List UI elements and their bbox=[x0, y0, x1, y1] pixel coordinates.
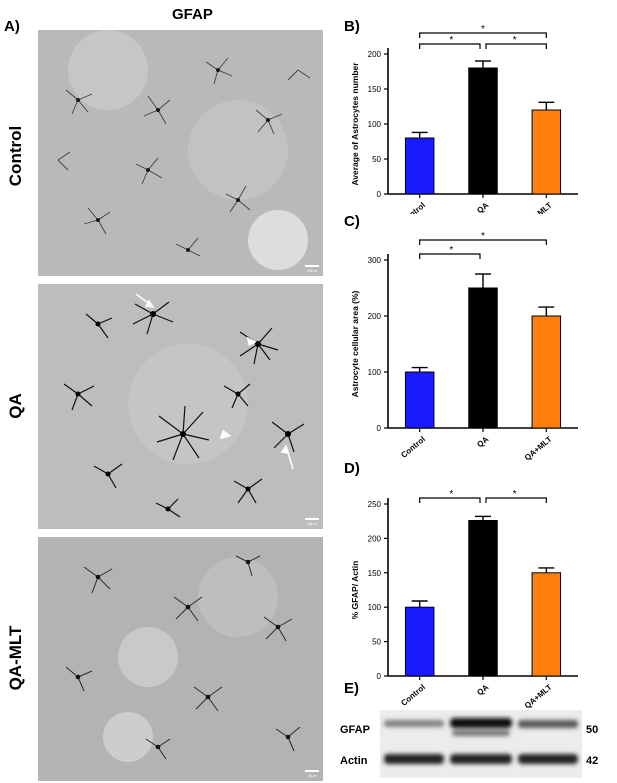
scale-bar-control: 10µm bbox=[305, 265, 319, 273]
significance-bracket bbox=[419, 43, 481, 49]
chart-c-svg: 0 100 200 300 Astrocyte cellular area (%) Con… bbox=[350, 231, 578, 463]
bar-control bbox=[404, 137, 435, 195]
row-label-qa: QA bbox=[6, 393, 25, 419]
micrograph-qa-mlt: 10µm bbox=[38, 537, 323, 781]
x-tick-label: QA bbox=[475, 434, 490, 449]
significance-bracket bbox=[419, 253, 481, 259]
bar-qa bbox=[468, 287, 498, 429]
x-tick-label: QA+MLT bbox=[523, 435, 554, 463]
significance-mark: * bbox=[481, 232, 485, 242]
bar-qa-mlt bbox=[531, 109, 562, 195]
significance-bracket bbox=[485, 497, 547, 503]
significance-bracket bbox=[419, 32, 547, 38]
x-tick-label: Control bbox=[399, 683, 427, 708]
y-tick-label: 0 bbox=[377, 424, 382, 433]
significance-mark: * bbox=[449, 489, 453, 500]
panel-a-letter: A) bbox=[4, 18, 20, 35]
chart-b-svg: 0 50 100 150 200 Average of Astrocytes number… bbox=[350, 24, 578, 228]
significance-mark: * bbox=[513, 35, 517, 46]
x-tick-label: QA+MLT bbox=[523, 201, 554, 214]
chart-c: 0 100 200 300 Astrocyte cellular area (%) Con… bbox=[338, 231, 608, 487]
bar-control bbox=[404, 606, 435, 677]
y-tick-label: 100 bbox=[368, 368, 382, 377]
chart-d-svg: 0 50 100 150 200 250 % GFAP/ Actin Control QA QA+… bbox=[350, 489, 578, 711]
significance-mark: * bbox=[449, 35, 453, 46]
band-actin-control bbox=[384, 754, 444, 764]
bar-control bbox=[404, 371, 435, 429]
x-tick-label: QA+MLT bbox=[523, 683, 554, 711]
row-label-control: Control bbox=[6, 125, 25, 187]
y-tick-label: 0 bbox=[377, 190, 382, 199]
panel-e-letter: E) bbox=[344, 680, 359, 697]
y-tick-label: 300 bbox=[368, 256, 382, 265]
micrograph-control-image bbox=[38, 30, 323, 276]
x-tick-label: Control bbox=[399, 435, 427, 460]
bar-qa bbox=[468, 67, 498, 195]
panel-b-letter: B) bbox=[344, 18, 360, 35]
micrograph-qa-mlt-image bbox=[38, 537, 323, 781]
row-label-qa-mlt: QA-MLT bbox=[6, 625, 25, 691]
y-tick-label: 100 bbox=[368, 603, 382, 612]
bar-qa-mlt bbox=[531, 572, 562, 677]
chart-d: 0 50 100 150 200 250 % GFAP/ Actin Control QA QA+… bbox=[338, 478, 608, 718]
blot-kda-actin: 42 bbox=[586, 755, 599, 767]
scale-bar-qa-mlt: 10µm bbox=[305, 770, 319, 778]
y-tick-label: 0 bbox=[377, 672, 382, 681]
blot-label-actin: Actin bbox=[340, 755, 368, 767]
micrograph-qa-image bbox=[38, 284, 323, 529]
y-axis-label: % GFAP/ Actin bbox=[350, 561, 360, 620]
band-gfap-qa bbox=[450, 718, 512, 728]
bar-qa bbox=[468, 520, 498, 677]
significance-mark: * bbox=[449, 245, 453, 256]
y-tick-label: 250 bbox=[368, 500, 382, 509]
y-tick-label: 150 bbox=[368, 85, 382, 94]
x-tick-label: QA bbox=[475, 200, 490, 214]
band-gfap-qa-mlt bbox=[518, 720, 578, 728]
significance-mark: * bbox=[481, 24, 485, 35]
significance-mark: * bbox=[513, 489, 517, 500]
band-gfap-control bbox=[384, 720, 444, 727]
y-tick-label: 200 bbox=[368, 312, 382, 321]
panel-a-column-title: GFAP bbox=[172, 6, 213, 23]
western-blot-image bbox=[380, 710, 582, 778]
y-tick-label: 200 bbox=[368, 50, 382, 59]
y-tick-label: 200 bbox=[368, 534, 382, 543]
blot-kda-gfap: 50 bbox=[586, 724, 599, 736]
y-tick-label: 100 bbox=[368, 120, 382, 129]
panel-d-letter: D) bbox=[344, 460, 360, 477]
bar-qa-mlt bbox=[531, 315, 562, 429]
panel-c-letter: C) bbox=[344, 213, 360, 230]
micrograph-control: 10µm bbox=[38, 30, 323, 276]
y-axis-label: Astrocyte cellular area (%) bbox=[350, 290, 360, 397]
y-axis-label: Average of Astrocytes number bbox=[350, 62, 360, 186]
scale-bar-qa: 10µm bbox=[305, 518, 319, 526]
micrograph-qa: 10µm bbox=[38, 284, 323, 529]
significance-bracket bbox=[485, 43, 547, 49]
chart-b: 0 50 100 150 200 Average of Astrocytes number… bbox=[338, 14, 608, 228]
significance-bracket bbox=[419, 497, 481, 503]
y-tick-label: 50 bbox=[372, 155, 381, 164]
band-actin-qa-mlt bbox=[518, 754, 578, 764]
y-tick-label: 50 bbox=[372, 638, 381, 647]
x-tick-label: QA bbox=[475, 682, 490, 697]
y-tick-label: 150 bbox=[368, 569, 382, 578]
band-actin-qa bbox=[450, 754, 512, 764]
blot-label-gfap: GFAP bbox=[340, 724, 370, 736]
significance-bracket bbox=[419, 239, 547, 245]
x-tick-label: Control bbox=[399, 201, 427, 214]
